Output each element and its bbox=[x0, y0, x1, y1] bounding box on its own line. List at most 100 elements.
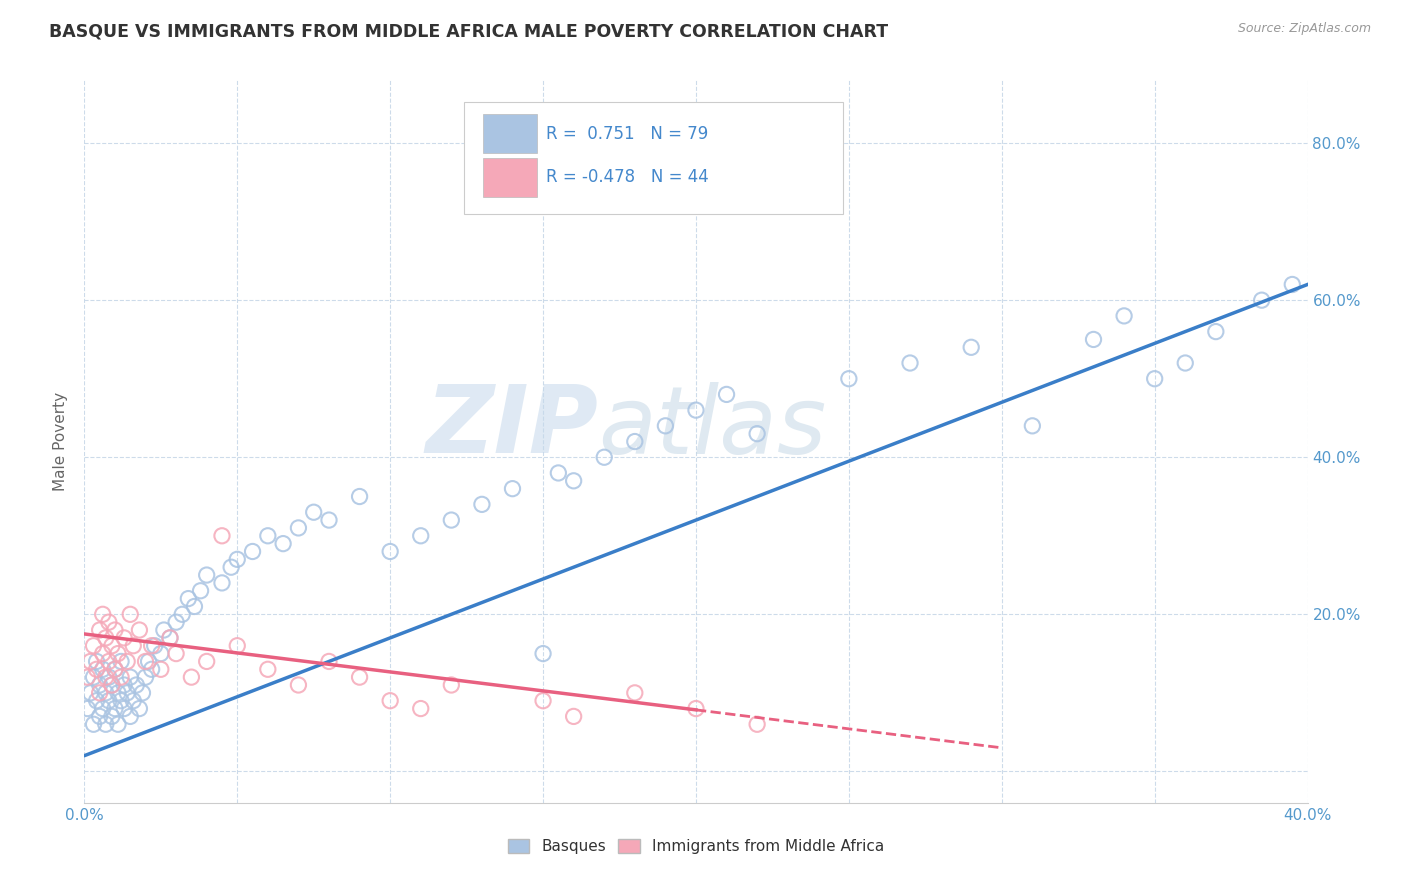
Point bbox=[110, 670, 132, 684]
Point bbox=[83, 639, 105, 653]
Point bbox=[89, 623, 111, 637]
Point bbox=[94, 631, 117, 645]
Point bbox=[104, 701, 127, 715]
Point bbox=[94, 717, 117, 731]
Point bbox=[112, 678, 135, 692]
Point bbox=[125, 678, 148, 692]
Point bbox=[165, 647, 187, 661]
Point bbox=[302, 505, 325, 519]
Point bbox=[115, 655, 138, 669]
Point bbox=[562, 709, 585, 723]
Point bbox=[143, 639, 166, 653]
Point bbox=[138, 655, 160, 669]
Point bbox=[195, 568, 218, 582]
Point bbox=[97, 655, 120, 669]
Point bbox=[104, 623, 127, 637]
FancyBboxPatch shape bbox=[484, 158, 537, 196]
Point bbox=[104, 662, 127, 676]
Point bbox=[349, 670, 371, 684]
Point bbox=[128, 701, 150, 715]
Point bbox=[318, 513, 340, 527]
Point bbox=[89, 678, 111, 692]
Point bbox=[86, 662, 108, 676]
Point bbox=[747, 717, 769, 731]
Text: atlas: atlas bbox=[598, 382, 827, 473]
Point bbox=[159, 631, 181, 645]
Point bbox=[287, 521, 309, 535]
Point bbox=[76, 701, 98, 715]
Point bbox=[1114, 309, 1136, 323]
Point bbox=[172, 607, 194, 622]
FancyBboxPatch shape bbox=[484, 114, 537, 153]
Point bbox=[257, 529, 280, 543]
Point bbox=[960, 340, 983, 354]
Point bbox=[86, 694, 108, 708]
Point bbox=[91, 647, 114, 661]
Text: R =  0.751   N = 79: R = 0.751 N = 79 bbox=[546, 125, 707, 143]
Text: BASQUE VS IMMIGRANTS FROM MIDDLE AFRICA MALE POVERTY CORRELATION CHART: BASQUE VS IMMIGRANTS FROM MIDDLE AFRICA … bbox=[49, 22, 889, 40]
Point bbox=[898, 356, 921, 370]
Point bbox=[1281, 277, 1303, 292]
Point bbox=[107, 647, 129, 661]
Text: ZIP: ZIP bbox=[425, 381, 598, 473]
Point bbox=[1205, 325, 1227, 339]
Point bbox=[226, 552, 249, 566]
Point bbox=[242, 544, 264, 558]
FancyBboxPatch shape bbox=[464, 102, 842, 214]
Point bbox=[79, 655, 101, 669]
Point bbox=[120, 709, 142, 723]
Point bbox=[1174, 356, 1197, 370]
Point bbox=[1250, 293, 1272, 308]
Point bbox=[107, 686, 129, 700]
Point bbox=[89, 709, 111, 723]
Point bbox=[149, 647, 172, 661]
Point bbox=[112, 701, 135, 715]
Point bbox=[502, 482, 524, 496]
Point bbox=[131, 686, 153, 700]
Point bbox=[107, 717, 129, 731]
Point bbox=[838, 372, 860, 386]
Point bbox=[471, 497, 494, 511]
Point bbox=[654, 418, 676, 433]
Point bbox=[97, 615, 120, 630]
Point bbox=[91, 701, 114, 715]
Point bbox=[211, 529, 233, 543]
Point bbox=[91, 662, 114, 676]
Legend: Basques, Immigrants from Middle Africa: Basques, Immigrants from Middle Africa bbox=[502, 832, 890, 860]
Point bbox=[79, 686, 101, 700]
Point bbox=[593, 450, 616, 465]
Point bbox=[440, 678, 463, 692]
Point bbox=[120, 607, 142, 622]
Point bbox=[211, 575, 233, 590]
Text: Source: ZipAtlas.com: Source: ZipAtlas.com bbox=[1237, 22, 1371, 36]
Point bbox=[183, 599, 205, 614]
Point bbox=[135, 655, 157, 669]
Point bbox=[110, 694, 132, 708]
Point bbox=[685, 701, 707, 715]
Point bbox=[122, 639, 145, 653]
Point bbox=[380, 694, 402, 708]
Point bbox=[195, 655, 218, 669]
Point bbox=[257, 662, 280, 676]
Point bbox=[104, 662, 127, 676]
Point bbox=[101, 709, 124, 723]
Point bbox=[219, 560, 242, 574]
Point bbox=[141, 662, 163, 676]
Point bbox=[349, 490, 371, 504]
Point bbox=[747, 426, 769, 441]
Point bbox=[97, 694, 120, 708]
Point bbox=[440, 513, 463, 527]
Point bbox=[531, 647, 554, 661]
Point bbox=[128, 623, 150, 637]
Point bbox=[685, 403, 707, 417]
Point bbox=[1083, 333, 1105, 347]
Point bbox=[89, 686, 111, 700]
Point bbox=[115, 686, 138, 700]
Point bbox=[165, 615, 187, 630]
Point bbox=[1021, 418, 1043, 433]
Point bbox=[135, 670, 157, 684]
Point bbox=[94, 686, 117, 700]
Point bbox=[177, 591, 200, 606]
Point bbox=[624, 434, 647, 449]
Point bbox=[318, 655, 340, 669]
